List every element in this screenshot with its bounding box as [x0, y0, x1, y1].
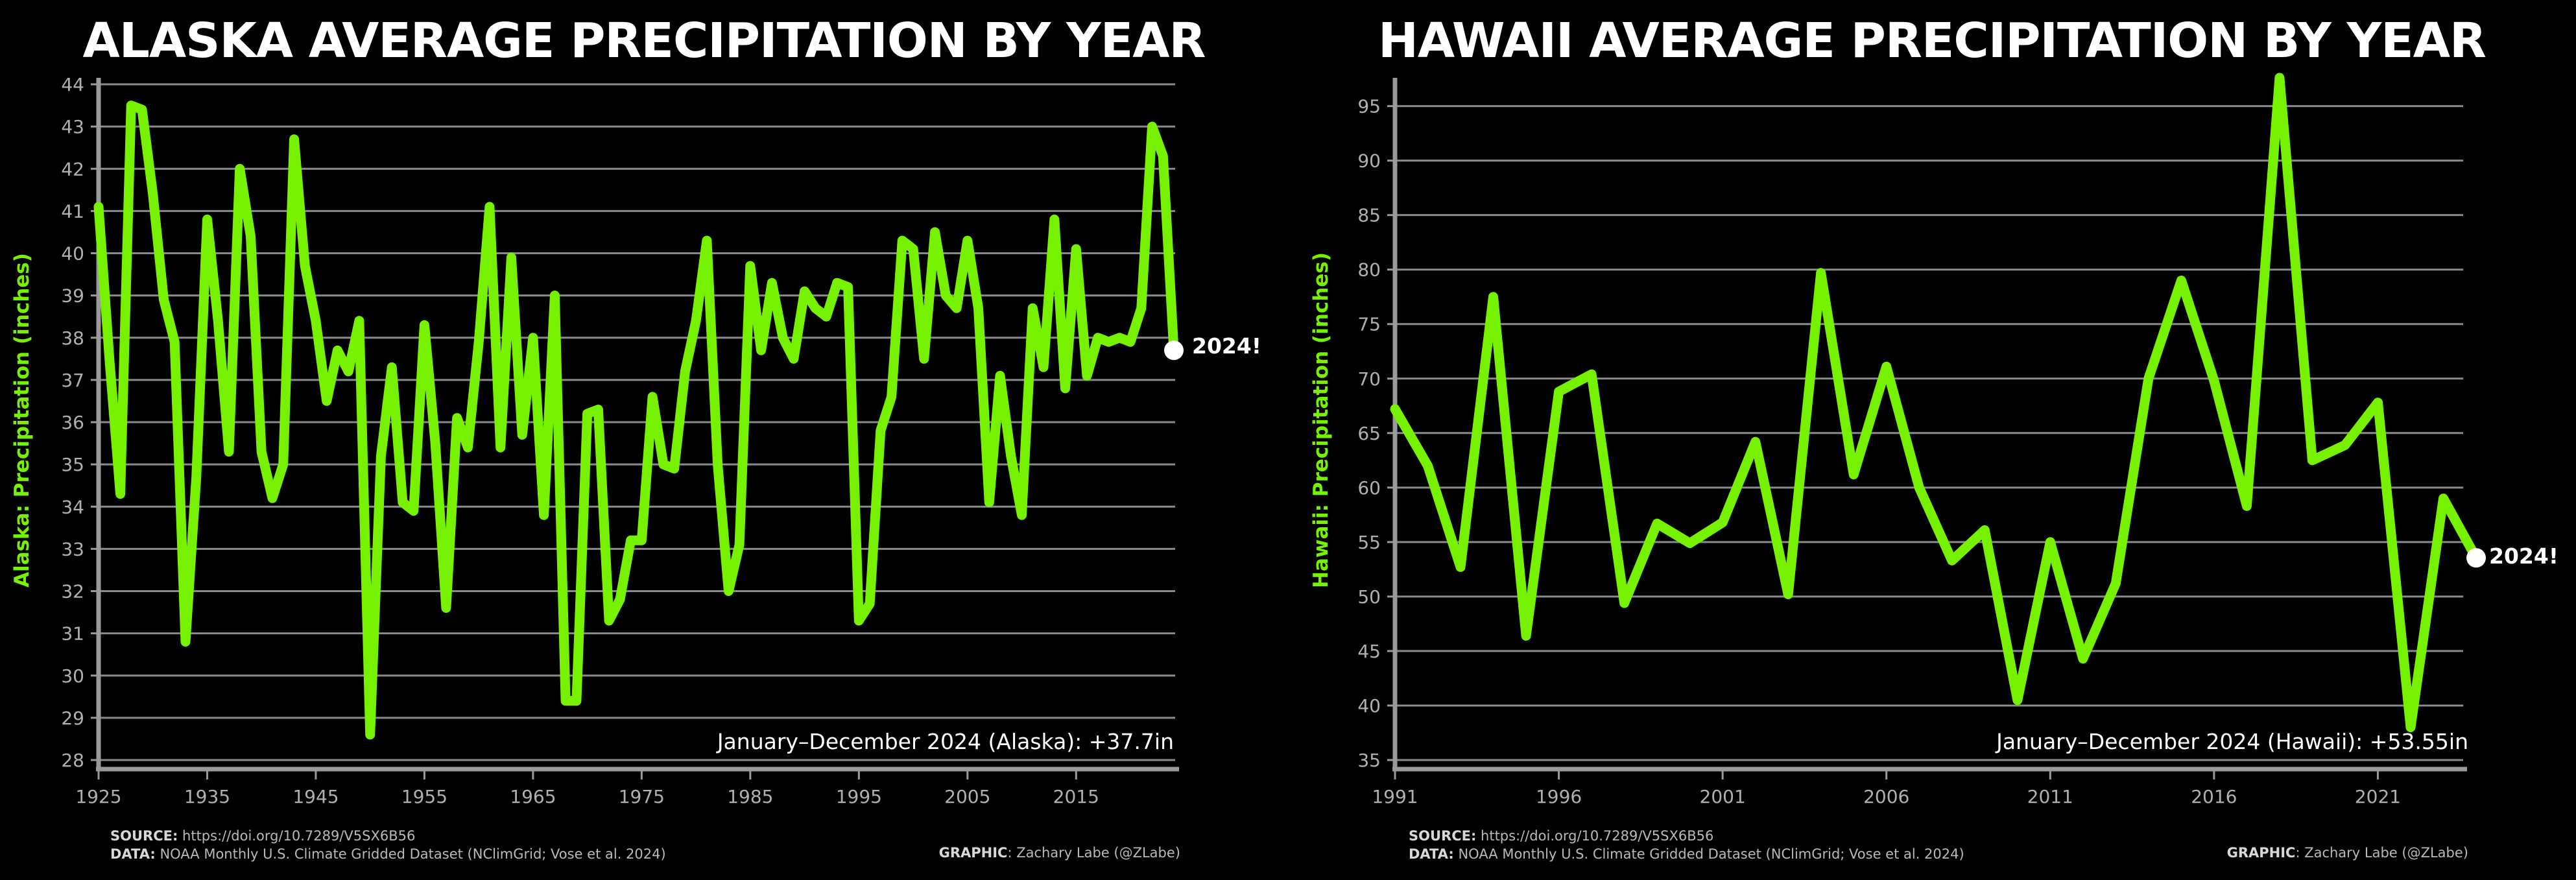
- hawaii-x-tick-label: 2011: [2027, 786, 2073, 807]
- alaska-y-tick-label: 34: [61, 496, 84, 517]
- alaska-chart-title: ALASKA AVERAGE PRECIPITATION BY YEAR: [82, 13, 1206, 69]
- hawaii-chart-title: HAWAII AVERAGE PRECIPITATION BY YEAR: [1378, 13, 2487, 69]
- alaska-y-tick-label: 31: [61, 623, 84, 645]
- alaska-x-tick-label: 2015: [1053, 786, 1099, 807]
- hawaii-y-tick-label: 85: [1357, 205, 1381, 226]
- data-text: NOAA Monthly U.S. Climate Gridded Datase…: [155, 846, 666, 862]
- hawaii-y-tick-label: 60: [1357, 477, 1381, 499]
- alaska-y-tick-label: 40: [61, 243, 84, 265]
- alaska-y-tick-label: 41: [61, 200, 84, 222]
- hawaii-y-tick-label: 95: [1357, 96, 1381, 117]
- hawaii-y-tick-label: 75: [1357, 314, 1381, 335]
- graphic-text: : Zachary Labe (@ZLabe): [1007, 845, 1180, 861]
- alaska-y-tick-label: 38: [61, 327, 84, 349]
- graphic-label: GRAPHIC: [938, 845, 1008, 861]
- hawaii-y-tick-label: 45: [1357, 641, 1381, 662]
- alaska-x-tick-label: 1975: [619, 786, 665, 807]
- alaska-y-tick-label: 36: [61, 412, 84, 433]
- data-text: NOAA Monthly U.S. Climate Gridded Datase…: [1453, 846, 1964, 862]
- alaska-x-tick-label: 1955: [401, 786, 447, 807]
- data-label: DATA:: [1409, 846, 1454, 862]
- alaska-y-tick-label: 32: [61, 581, 84, 602]
- hawaii-end-label: 2024!: [2489, 543, 2558, 569]
- hawaii-y-tick-label: 65: [1357, 423, 1381, 444]
- data-label: DATA:: [110, 846, 156, 862]
- hawaii-x-tick-label: 1991: [1372, 786, 1418, 807]
- source-text: https://doi.org/10.7289/V5SX6B56: [178, 828, 416, 844]
- alaska-y-tick-label: 28: [61, 750, 84, 771]
- hawaii-y-tick-label: 35: [1357, 750, 1381, 771]
- alaska-y-tick-label: 39: [61, 285, 84, 307]
- source-label: SOURCE:: [110, 828, 178, 844]
- hawaii-final-point-marker: [2466, 548, 2486, 568]
- alaska-x-tick-label: 1945: [292, 786, 339, 807]
- hawaii-annotation: January–December 2024 (Hawaii): +53.55in: [1996, 729, 2468, 754]
- alaska-y-tick-label: 29: [61, 708, 84, 729]
- hawaii-chart: 35 40 45 50 55 60 65 70 75 80 85 90 95 1991 1996 2001 20…: [1357, 73, 2486, 807]
- hawaii-series-line: [1390, 73, 2481, 733]
- alaska-x-tick-label: 1995: [836, 786, 882, 807]
- alaska-y-tick-label: 35: [61, 454, 84, 475]
- hawaii-x-tick-label: 2016: [2191, 786, 2237, 807]
- alaska-y-tick-label: 33: [61, 538, 84, 560]
- alaska-final-point-marker: [1164, 340, 1184, 361]
- hawaii-x-tick-label: 2001: [1700, 786, 1746, 807]
- hawaii-y-tick-label: 90: [1357, 150, 1381, 172]
- source-label: SOURCE:: [1409, 828, 1477, 844]
- alaska-y-tick-label: 42: [61, 158, 84, 180]
- hawaii-y-tick-label: 70: [1357, 368, 1381, 390]
- alaska-panel: ALASKA AVERAGE PRECIPITATION BY YEAR Ala…: [10, 13, 1261, 863]
- alaska-y-tick-label: 37: [61, 370, 84, 391]
- hawaii-x-tick-label: 2021: [2355, 786, 2401, 807]
- alaska-credit: GRAPHIC: Zachary Labe (@ZLabe): [939, 845, 1180, 861]
- alaska-x-tick-label: 2005: [944, 786, 990, 807]
- alaska-series-line: [93, 101, 1179, 740]
- alaska-x-tick-label: 1925: [75, 786, 121, 807]
- alaska-x-tick-label: 1965: [510, 786, 556, 807]
- graphic-text: : Zachary Labe (@ZLabe): [2295, 845, 2468, 861]
- hawaii-y-tick-label: 40: [1357, 695, 1381, 717]
- hawaii-y-tick-label: 50: [1357, 586, 1381, 608]
- alaska-x-tick-label: 1935: [184, 786, 230, 807]
- alaska-y-tick-label: 43: [61, 116, 84, 137]
- source-text: https://doi.org/10.7289/V5SX6B56: [1476, 828, 1714, 844]
- hawaii-y-tick-label: 55: [1357, 532, 1381, 553]
- alaska-footer: SOURCE: https://doi.org/10.7289/V5SX6B56…: [110, 827, 666, 863]
- alaska-x-tick-label: 1985: [727, 786, 773, 807]
- alaska-end-label: 2024!: [1192, 333, 1261, 359]
- hawaii-x-tick-label: 2006: [1863, 786, 1909, 807]
- hawaii-y-tick-label: 80: [1357, 259, 1381, 281]
- alaska-y-tick-label: 44: [61, 74, 84, 95]
- alaska-annotation: January–December 2024 (Alaska): +37.7in: [717, 729, 1174, 754]
- graphic-label: GRAPHIC: [2226, 845, 2296, 861]
- hawaii-panel: HAWAII AVERAGE PRECIPITATION BY YEAR Haw…: [1288, 0, 2576, 880]
- alaska-y-tick-label: 30: [61, 665, 84, 687]
- hawaii-credit: GRAPHIC: Zachary Labe (@ZLabe): [2227, 845, 2468, 861]
- alaska-chart: 28 29 30 31 32 33 34 35 36 37 38 39 40 41 42 43 44 1925 19…: [61, 74, 1184, 807]
- hawaii-footer: SOURCE: https://doi.org/10.7289/V5SX6B56…: [1409, 827, 1964, 863]
- hawaii-x-tick-label: 1996: [1536, 786, 1582, 807]
